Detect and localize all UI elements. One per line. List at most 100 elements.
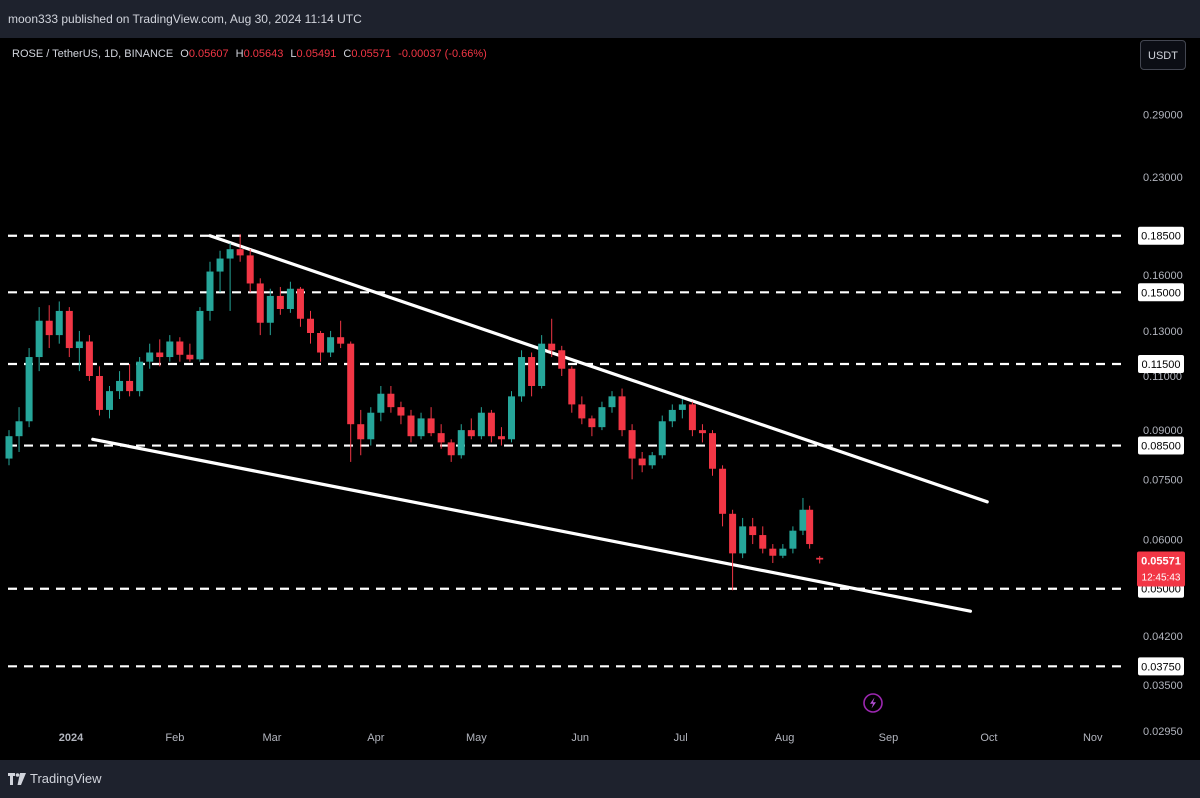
candle [487,409,495,443]
candle-body [35,320,43,358]
candle [5,430,13,466]
time-tick-label: 2024 [59,732,84,744]
chart-area[interactable] [0,38,1200,760]
candle-body [55,310,63,336]
candle [598,401,606,431]
candle-body [789,530,797,549]
candle-body [5,436,13,459]
candle [548,318,556,358]
candle [307,310,314,344]
candle [397,401,405,425]
candle-body [387,393,395,408]
level-label: 0.08500 [1141,441,1181,453]
candle [678,399,686,419]
candle-body [678,404,686,410]
candle-body [116,380,124,392]
time-tick-label: Feb [165,732,184,744]
candle [85,335,93,381]
candle [357,409,365,456]
symbol-name[interactable]: ROSE / TetherUS, 1D, BINANCE [12,48,174,60]
candle-body [75,341,83,349]
candle [417,412,425,440]
candle [226,243,234,311]
candle [759,526,767,554]
candle [246,249,254,293]
candle-body [437,433,445,443]
candle [95,366,103,416]
trendlines [91,234,989,613]
price-tick-label: 0.03500 [1143,680,1183,692]
candle-body [25,357,33,422]
candle-body [186,354,194,360]
candle-body [236,249,244,256]
candle-body [15,421,23,437]
candle [457,424,465,459]
candle-body [608,396,616,408]
candle [276,286,284,315]
candle-body [407,415,415,437]
tradingview-logo[interactable]: TradingView [8,760,102,798]
candle [668,404,676,428]
price-tick-label: 0.06000 [1143,535,1183,547]
candle [15,407,23,452]
candle-body [397,407,405,416]
candle [407,409,415,443]
candle [816,556,824,564]
candle [55,301,63,344]
candle-body [528,357,536,386]
candle [387,385,395,413]
candle [729,509,737,591]
bottom-bar: TradingView [0,760,1200,798]
candle [146,343,154,369]
high-label: H [235,48,244,60]
candle-body [658,421,666,456]
candle [377,385,385,422]
lightning-icon[interactable] [863,693,883,713]
level-labels: 0.18500 0.15000 0.11500 0.08500 0.05000 0.037… [1138,226,1184,676]
candle-body [45,320,53,336]
candle [367,407,375,446]
candle-body [357,424,365,440]
price-tick-label: 0.09000 [1143,425,1183,437]
trendline-lower [91,437,973,613]
candle [65,307,73,358]
candle-body [327,337,335,353]
candle [216,250,224,293]
candle-body [226,249,234,259]
candle-body [769,548,777,556]
candle [447,439,455,462]
price-tick-label: 0.13000 [1143,326,1183,338]
candle [497,427,505,446]
candle [508,391,515,443]
candle-body [276,295,284,310]
candle-body [779,548,787,556]
candle [286,281,294,313]
price-tick-label: 0.11000 [1143,371,1182,383]
low-value: 0.05491 [296,48,337,60]
candle [578,396,586,425]
candle [427,407,435,437]
candle-body [749,526,757,536]
candle [588,415,596,437]
candle [75,330,83,372]
candle [698,424,706,443]
trendline-upper [208,234,989,504]
level-label: 0.18500 [1141,231,1181,243]
candle [538,335,546,389]
candle-body [367,412,375,440]
candle [296,286,304,327]
candle [206,261,214,321]
time-tick-label: Aug [775,732,795,744]
price-label-countdown: 12:45:43 [1142,573,1181,584]
published-info: moon333 published on TradingView.com, Au… [8,12,362,26]
candles [5,234,824,591]
candle-body [377,393,385,413]
price-tick-label: 0.07500 [1143,474,1183,486]
candle [166,335,174,362]
candle [528,352,536,397]
candle [176,337,184,362]
price-tick-label: 0.04200 [1143,631,1183,643]
candle [648,451,656,469]
currency-button[interactable]: USDT [1140,40,1186,70]
